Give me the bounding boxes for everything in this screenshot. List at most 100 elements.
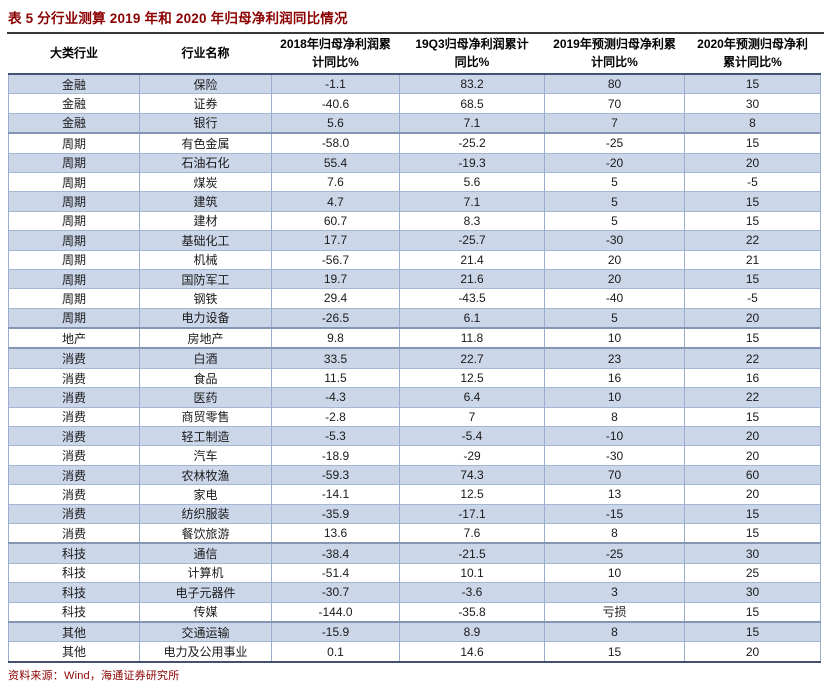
cell-yoy-2018: -40.6 xyxy=(271,93,400,114)
cell-yoy-19q3: -29 xyxy=(399,445,545,466)
source-note: 资料来源：Wind，海通证券研究所 xyxy=(8,669,180,682)
cell-forecast-2019: -15 xyxy=(544,503,685,524)
cell-yoy-2018: 55.4 xyxy=(271,152,400,173)
cell-yoy-19q3: -35.8 xyxy=(399,601,545,623)
cell-forecast-2020: -5 xyxy=(684,171,821,192)
column-header-forecast-2020: 2020年预测归母净利 累计同比% xyxy=(684,34,821,75)
cell-yoy-2018: 0.1 xyxy=(271,641,400,663)
cell-industry: 国防军工 xyxy=(139,268,272,289)
cell-yoy-19q3: -25.2 xyxy=(399,132,545,154)
cell-forecast-2019: 15 xyxy=(544,641,685,663)
cell-forecast-2020: 20 xyxy=(684,445,821,466)
cell-forecast-2020: 15 xyxy=(684,522,821,545)
cell-category: 消费 xyxy=(8,367,140,388)
cell-industry: 建材 xyxy=(139,210,272,231)
cell-industry: 食品 xyxy=(139,367,272,388)
table-row: 科技 计算机 -51.4 10.1 10 25 xyxy=(8,562,821,583)
cell-yoy-2018: -38.4 xyxy=(271,542,400,564)
cell-category: 消费 xyxy=(8,347,140,369)
cell-yoy-19q3: 83.2 xyxy=(399,74,545,94)
cell-yoy-2018: -18.9 xyxy=(271,445,400,466)
cell-industry: 保险 xyxy=(139,74,272,94)
cell-forecast-2019: 8 xyxy=(544,406,685,427)
cell-yoy-2018: 9.8 xyxy=(271,327,400,350)
cell-forecast-2019: 10 xyxy=(544,327,685,350)
cell-industry: 农林牧渔 xyxy=(139,464,272,485)
cell-yoy-2018: 11.5 xyxy=(271,367,400,388)
cell-forecast-2019: 70 xyxy=(544,464,685,485)
cell-industry: 医药 xyxy=(139,387,272,408)
table-row: 周期 电力设备 -26.5 6.1 5 20 xyxy=(8,307,821,330)
cell-forecast-2020: 8 xyxy=(684,112,821,135)
cell-forecast-2019: 23 xyxy=(544,347,685,369)
cell-forecast-2020: 30 xyxy=(684,582,821,603)
cell-yoy-19q3: 12.5 xyxy=(399,367,545,388)
cell-industry: 银行 xyxy=(139,112,272,135)
cell-category: 消费 xyxy=(8,464,140,485)
cell-industry: 煤炭 xyxy=(139,171,272,192)
cell-forecast-2020: 20 xyxy=(684,484,821,505)
cell-yoy-19q3: 11.8 xyxy=(399,327,545,350)
cell-forecast-2019: 5 xyxy=(544,307,685,330)
cell-yoy-2018: -58.0 xyxy=(271,132,400,154)
cell-category: 消费 xyxy=(8,503,140,524)
header-row: 大类行业 行业名称 2018年归母净利润累 计同比% 19Q3归母净利润累计 同… xyxy=(8,34,821,75)
cell-yoy-2018: -15.9 xyxy=(271,621,400,642)
cell-yoy-2018: -4.3 xyxy=(271,387,400,408)
cell-industry: 轻工制造 xyxy=(139,426,272,446)
cell-forecast-2019: 亏损 xyxy=(544,601,685,623)
cell-industry: 计算机 xyxy=(139,562,272,583)
cell-forecast-2019: 16 xyxy=(544,367,685,388)
cell-yoy-2018: -26.5 xyxy=(271,307,400,330)
cell-yoy-2018: 60.7 xyxy=(271,210,400,231)
cell-yoy-19q3: 6.1 xyxy=(399,307,545,330)
table-row: 消费 农林牧渔 -59.3 74.3 70 60 xyxy=(8,464,821,485)
cell-industry: 家电 xyxy=(139,484,272,505)
cell-forecast-2020: 20 xyxy=(684,426,821,446)
cell-industry: 汽车 xyxy=(139,445,272,466)
cell-yoy-2018: -56.7 xyxy=(271,249,400,270)
table-row: 科技 电子元器件 -30.7 -3.6 3 30 xyxy=(8,582,821,603)
cell-category: 周期 xyxy=(8,210,140,231)
cell-yoy-2018: 13.6 xyxy=(271,522,400,545)
cell-forecast-2019: 5 xyxy=(544,191,685,212)
cell-forecast-2020: 22 xyxy=(684,387,821,408)
cell-yoy-2018: -1.1 xyxy=(271,74,400,94)
cell-forecast-2019: 8 xyxy=(544,522,685,545)
cell-industry: 基础化工 xyxy=(139,230,272,251)
cell-yoy-2018: 5.6 xyxy=(271,112,400,135)
column-header-category: 大类行业 xyxy=(8,34,140,75)
table-row: 金融 保险 -1.1 83.2 80 15 xyxy=(8,74,821,94)
table-row: 周期 建材 60.7 8.3 5 15 xyxy=(8,210,821,231)
cell-category: 科技 xyxy=(8,601,140,623)
cell-yoy-2018: -30.7 xyxy=(271,582,400,603)
cell-forecast-2020: 15 xyxy=(684,503,821,524)
cell-forecast-2019: -25 xyxy=(544,132,685,154)
table-row: 消费 家电 -14.1 12.5 13 20 xyxy=(8,484,821,505)
cell-yoy-19q3: 5.6 xyxy=(399,171,545,192)
cell-yoy-2018: 19.7 xyxy=(271,268,400,289)
cell-forecast-2019: 5 xyxy=(544,171,685,192)
cell-yoy-2018: -144.0 xyxy=(271,601,400,623)
cell-forecast-2020: 22 xyxy=(684,347,821,369)
table-row: 消费 轻工制造 -5.3 -5.4 -10 20 xyxy=(8,426,821,446)
cell-category: 其他 xyxy=(8,641,140,663)
cell-category: 消费 xyxy=(8,522,140,545)
cell-industry: 交通运输 xyxy=(139,621,272,642)
cell-yoy-19q3: -3.6 xyxy=(399,582,545,603)
cell-yoy-2018: -14.1 xyxy=(271,484,400,505)
cell-category: 消费 xyxy=(8,484,140,505)
cell-yoy-19q3: 6.4 xyxy=(399,387,545,408)
cell-yoy-19q3: 14.6 xyxy=(399,641,545,663)
cell-forecast-2020: 16 xyxy=(684,367,821,388)
table-title: 表 5 分行业测算 2019 年和 2020 年归母净利润同比情况 xyxy=(8,11,348,26)
cell-yoy-19q3: -21.5 xyxy=(399,542,545,564)
cell-forecast-2020: 15 xyxy=(684,327,821,350)
cell-industry: 餐饮旅游 xyxy=(139,522,272,545)
cell-forecast-2020: 30 xyxy=(684,93,821,114)
cell-yoy-19q3: 8.9 xyxy=(399,621,545,642)
cell-forecast-2019: -25 xyxy=(544,542,685,564)
table-row: 科技 传媒 -144.0 -35.8 亏损 15 xyxy=(8,601,821,623)
cell-category: 周期 xyxy=(8,132,140,154)
cell-industry: 建筑 xyxy=(139,191,272,212)
